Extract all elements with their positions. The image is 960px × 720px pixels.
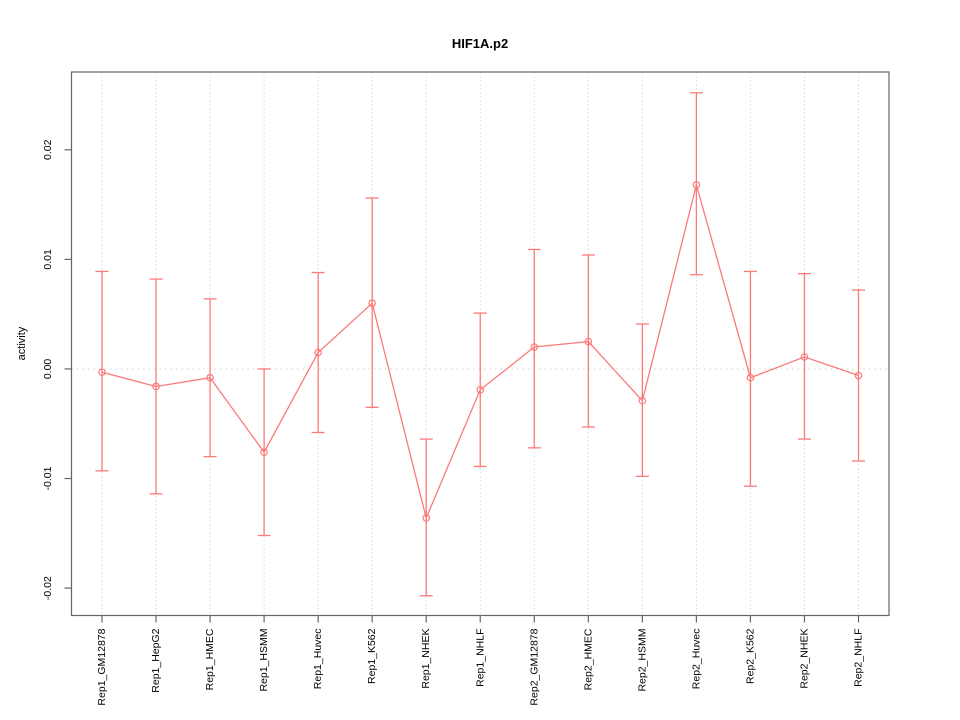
error-bar (95, 270, 109, 472)
y-tick-label: 0.02 (42, 139, 54, 160)
x-tick-label: Rep2_HMEC (582, 628, 594, 690)
data-point (530, 343, 539, 351)
chart-title: HIF1A.p2 (452, 36, 508, 51)
data-point (692, 181, 701, 189)
data-point (800, 353, 809, 361)
x-tick-label: Rep1_GM12878 (96, 628, 108, 705)
x-tick-label: Rep1_Huvec (312, 629, 324, 690)
data-point (260, 448, 268, 457)
x-tick-label: Rep2_Huvec (690, 629, 702, 690)
x-tick-label: Rep1_HMEC (204, 628, 216, 690)
data-point (368, 299, 376, 308)
x-tick-label: Rep1_NHEK (420, 629, 432, 689)
data-point (314, 348, 322, 357)
data-point (422, 514, 431, 522)
x-tick-label: Rep2_GM12878 (528, 628, 540, 705)
data-point (638, 396, 647, 405)
x-tick-label: Rep2_NHEK (798, 629, 810, 689)
data-point (746, 373, 755, 382)
y-axis-label: activity (16, 326, 28, 360)
data-point (584, 337, 593, 346)
x-tick-label: Rep2_NHLF (853, 629, 865, 687)
data-point (98, 368, 106, 377)
x-tick-label: Rep1_K562 (366, 628, 378, 684)
x-tick-label: Rep1_HepG2 (150, 628, 162, 692)
error-bar (743, 270, 757, 487)
data-point (206, 373, 214, 382)
x-tick-label: Rep1_NHLF (474, 629, 486, 687)
y-tick-label: -0.02 (42, 576, 54, 600)
x-tick-label: Rep1_HSMM (258, 629, 270, 692)
x-tick-label: Rep2_HSMM (636, 629, 648, 692)
data-point (854, 371, 863, 380)
x-tick-label: Rep2_K562 (744, 628, 756, 684)
data-series (95, 92, 865, 597)
error-bar (527, 248, 541, 449)
y-tick-label: 0.01 (42, 249, 54, 270)
series-line (101, 182, 859, 521)
y-tick-label: -0.01 (42, 466, 54, 490)
data-point (476, 385, 485, 394)
y-tick-label: 0.00 (42, 359, 54, 380)
axes: -0.02 -0.01 0.00 0.01 0.02 Rep1_GM12878 Rep1_H… (42, 71, 890, 706)
data-point (152, 382, 160, 391)
